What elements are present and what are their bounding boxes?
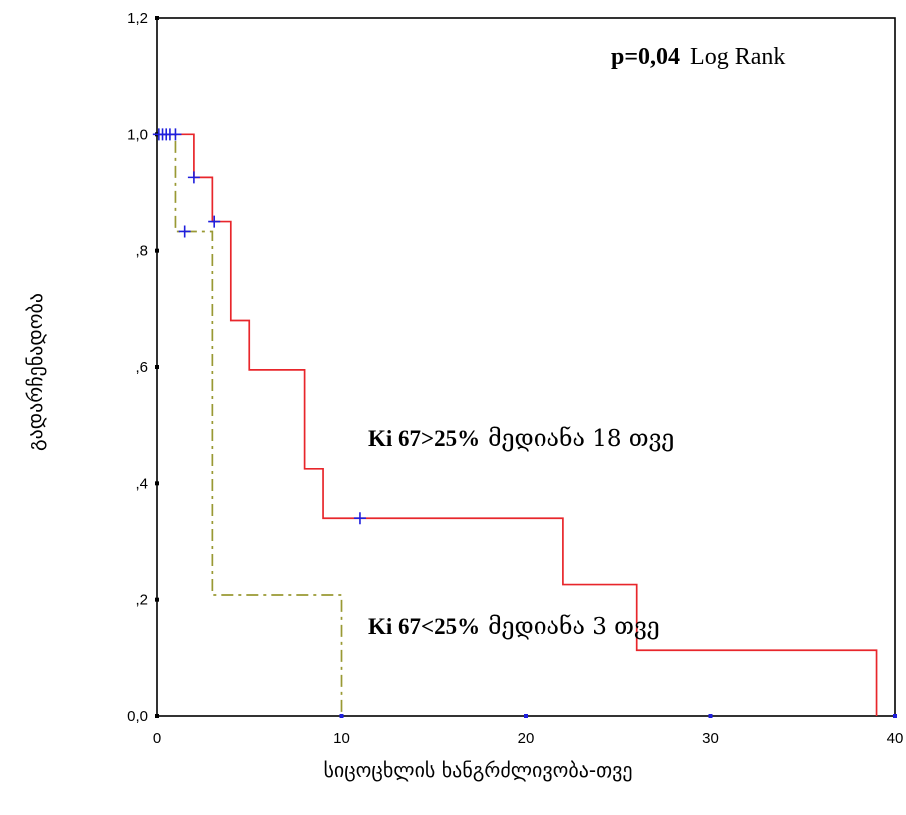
y-axis-title: გადარჩენადობა: [23, 293, 47, 451]
y-tick-label: ,2: [135, 592, 148, 609]
y-tick-mark: [155, 714, 159, 718]
pvalue-annotation: p=0,04 Log Rank: [611, 44, 785, 70]
high-group-text: მედიანა 18 თვე: [488, 426, 674, 452]
pvalue-bold: p=0,04: [611, 44, 680, 70]
x-axis-title: სიცოცხლის ხანგრძლივობა-თვე: [323, 758, 632, 782]
censor-mark: [169, 128, 182, 141]
y-tick-mark: [155, 597, 159, 602]
y-tick-label: ,6: [135, 359, 148, 376]
x-tick-label: 10: [333, 730, 350, 747]
y-tick-label: 1,0: [127, 126, 148, 143]
low-group-annotation: Ki 67<25% მედიანა 3 თვე: [368, 614, 660, 640]
censor-marks: [152, 128, 366, 525]
x-tick-mark: [524, 714, 528, 718]
series-line-0: [157, 133, 878, 716]
x-tick-mark: [708, 714, 713, 718]
x-tick-label: 30: [702, 730, 719, 747]
y-tick-mark: [155, 16, 159, 20]
low-group-bold: Ki 67<25%: [368, 614, 480, 639]
x-tick-label: 40: [887, 730, 904, 747]
y-tick-label: 1,2: [127, 10, 148, 27]
plot-frame: [156, 17, 896, 717]
x-tick-label: 20: [518, 730, 535, 747]
y-tick-mark: [155, 365, 159, 369]
y-tick-mark: [155, 481, 159, 486]
x-tick-label: 0: [153, 730, 161, 747]
high-group-annotation: Ki 67>25% მედიანა 18 თვე: [368, 426, 674, 452]
pvalue-test: Log Rank: [690, 44, 785, 70]
axis-ticks: 0 10 20 30 40 0,0 ,2 ,4 ,6 ,8 1,0 1,2: [127, 10, 903, 747]
y-tick-mark: [155, 248, 159, 253]
censor-mark: [187, 171, 200, 184]
low-group-text: მედიანა 3 თვე: [488, 614, 660, 640]
x-tick-mark: [339, 714, 344, 718]
censor-mark: [353, 512, 366, 525]
x-tick-mark: [893, 714, 897, 718]
high-group-bold: Ki 67>25%: [368, 426, 480, 451]
censor-mark: [208, 215, 221, 228]
series-line-1: [157, 133, 343, 716]
y-tick-label: ,8: [135, 243, 148, 260]
y-tick-label: 0,0: [127, 708, 148, 725]
y-tick-label: ,4: [135, 475, 148, 492]
censor-mark: [178, 225, 191, 238]
